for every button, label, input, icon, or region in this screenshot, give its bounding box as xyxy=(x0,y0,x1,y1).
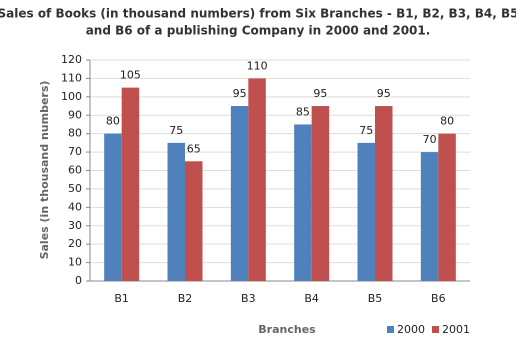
bar xyxy=(167,142,185,281)
y-tick-label: 70 xyxy=(68,145,82,158)
legend-label: 2001 xyxy=(442,323,470,336)
bar xyxy=(185,161,203,281)
y-tick-label: 90 xyxy=(68,108,82,121)
bar xyxy=(104,133,122,281)
data-label: 95 xyxy=(233,87,247,100)
bar xyxy=(375,106,393,282)
legend-label: 2000 xyxy=(397,323,425,336)
x-tick-label: B5 xyxy=(368,292,383,305)
bar xyxy=(294,124,312,281)
bar xyxy=(357,142,375,281)
chart-title: Sales of Books (in thousand numbers) fro… xyxy=(0,7,516,21)
bar xyxy=(248,78,266,282)
data-label: 65 xyxy=(187,142,201,155)
y-tick-label: 80 xyxy=(68,127,82,140)
bar xyxy=(420,152,439,281)
data-label: 85 xyxy=(296,105,310,118)
chart-title: and B6 of a publishing Company in 2000 a… xyxy=(86,24,431,38)
y-tick-label: 0 xyxy=(75,274,82,287)
y-tick-label: 30 xyxy=(68,219,82,232)
y-axis-title: Sales (in thousand numbers) xyxy=(38,81,51,260)
data-label: 110 xyxy=(247,59,268,72)
data-label: 95 xyxy=(377,87,391,100)
x-axis-title: Branches xyxy=(258,323,316,336)
legend-swatch xyxy=(432,326,439,333)
y-tick-label: 110 xyxy=(61,71,82,84)
data-label: 70 xyxy=(423,133,437,146)
data-label: 80 xyxy=(440,115,454,128)
x-tick-label: B4 xyxy=(304,292,319,305)
y-tick-label: 60 xyxy=(68,164,82,177)
data-label: 75 xyxy=(359,124,373,137)
x-tick-label: B1 xyxy=(114,292,129,305)
legend-swatch xyxy=(387,326,394,333)
x-tick-label: B6 xyxy=(431,292,446,305)
data-label: 80 xyxy=(106,115,120,128)
data-label: 105 xyxy=(120,69,141,82)
bar xyxy=(121,87,140,281)
y-tick-label: 50 xyxy=(68,182,82,195)
bar xyxy=(311,106,330,282)
x-tick-label: B2 xyxy=(178,292,193,305)
bar xyxy=(230,106,249,282)
y-tick-label: 20 xyxy=(68,237,82,250)
x-tick-label: B3 xyxy=(241,292,256,305)
y-tick-label: 10 xyxy=(68,256,82,269)
y-tick-label: 40 xyxy=(68,200,82,213)
bar xyxy=(438,133,456,281)
y-tick-label: 120 xyxy=(61,53,82,66)
data-label: 75 xyxy=(169,124,183,137)
y-tick-label: 100 xyxy=(61,90,82,103)
data-label: 95 xyxy=(313,87,327,100)
